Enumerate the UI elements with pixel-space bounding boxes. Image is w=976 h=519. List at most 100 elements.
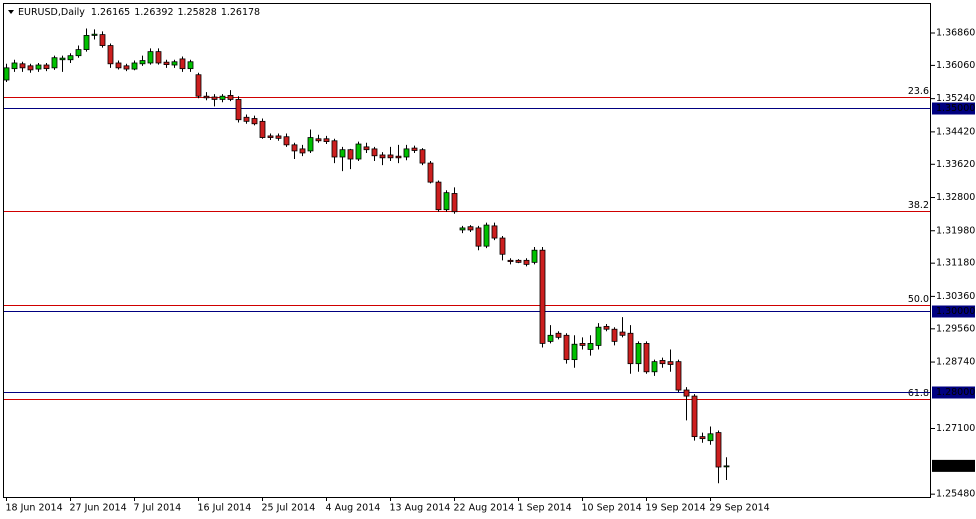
y-tick-label: 1.35240 [936,93,975,104]
plot-frame [3,3,931,498]
candle-body [283,136,290,146]
candle-body [139,60,146,65]
candle-body [539,249,546,344]
y-tick-label: 1.27100 [936,423,975,434]
candle-body [131,62,138,70]
candle-body [659,360,666,365]
candle-body [715,432,722,468]
fib-label: 61.8 [908,388,929,399]
candle-body [227,94,234,100]
candle-body [347,149,354,160]
candle-body [243,116,250,122]
candle-body [235,99,242,121]
candle-body [611,328,618,342]
x-tick-label: 25 Jul 2014 [262,503,316,514]
candle-body [251,118,258,125]
y-tick-label: 1.34420 [936,126,975,137]
candle-body [675,361,682,391]
candle-body [339,149,346,158]
candle-body [163,61,170,65]
candle-body [355,143,362,160]
header: EURUSD,Daily 1.26165 1.26392 1.25828 1.26178 [18,7,260,18]
candle-body [699,436,706,440]
x-tick-label: 10 Sep 2014 [582,503,642,514]
x-tick-label: 27 Jun 2014 [70,503,127,514]
candle-body [403,148,410,158]
x-tick-label: 7 Jul 2014 [134,503,182,514]
candle-body [395,155,402,159]
level-label: 1.28000 [936,387,975,398]
high-value: 1.26392 [134,7,173,18]
candle-body [723,465,730,468]
candle-body [451,193,458,213]
candle-body [483,224,490,247]
candle-body [603,325,610,330]
candle-body [635,343,642,365]
candle-body [667,361,674,365]
candle-body [427,162,434,183]
candle-body [59,57,66,61]
x-tick-label: 1 Sep 2014 [518,503,572,514]
x-tick-label: 22 Aug 2014 [454,503,515,514]
candle-body [547,334,554,342]
candle-body [555,332,562,338]
candle-body [323,138,330,142]
candle-body [707,433,714,442]
candle-body [563,334,570,361]
candle-body [187,61,194,70]
fib-label: 38.2 [908,200,929,211]
y-tick-label: 1.31180 [936,258,975,269]
candle-body [571,343,578,361]
candle-body [299,148,306,154]
candle-body [691,395,698,438]
candle-body [91,33,98,36]
level-tag [932,305,975,318]
candle-body [371,148,378,157]
candle-body [83,35,90,51]
candle-body [51,57,58,69]
candle-body [203,95,210,99]
y-tick-label: 1.31980 [936,225,975,236]
candle-body [35,64,42,70]
candle-body [507,259,514,262]
candle-body [435,181,442,211]
candle-body [115,62,122,69]
candle-body [259,120,266,138]
candle-body [515,259,522,263]
candle-body [467,226,474,231]
candle-body [147,51,154,64]
x-tick-label: 13 Aug 2014 [390,503,451,514]
candle-body [3,67,10,81]
candle-body [411,147,418,151]
candle-body [155,51,162,64]
candle-body [211,96,218,100]
candle-body [27,65,34,71]
symbol: EURUSD,Daily [18,7,85,18]
level-label: 1.30000 [936,306,975,317]
candle-body [171,61,178,66]
candle-body [363,146,370,151]
y-tick-label: 1.36060 [936,60,975,71]
x-tick-label: 16 Jul 2014 [198,503,252,514]
candle-body [195,74,202,97]
y-tick-label: 1.29560 [936,323,975,334]
candle-body [531,249,538,263]
level-tag [932,386,975,399]
y-tick-label: 1.32800 [936,192,975,203]
candle-body [579,343,586,346]
x-tick-label: 19 Sep 2014 [646,503,706,514]
open-value: 1.26165 [91,7,130,18]
candle-body [387,154,394,159]
candle-body [491,225,498,239]
close-value: 1.26178 [221,7,260,18]
candle-body [419,149,426,164]
candle-body [379,154,386,159]
fib-label: 23.6 [908,86,929,97]
current-price-tag [932,459,975,472]
x-tick-label: 4 Aug 2014 [326,503,381,514]
candle-body [643,343,650,373]
level-tag [932,102,975,115]
x-tick-label: 29 Sep 2014 [710,503,770,514]
y-tick-label: 1.30360 [936,291,975,302]
